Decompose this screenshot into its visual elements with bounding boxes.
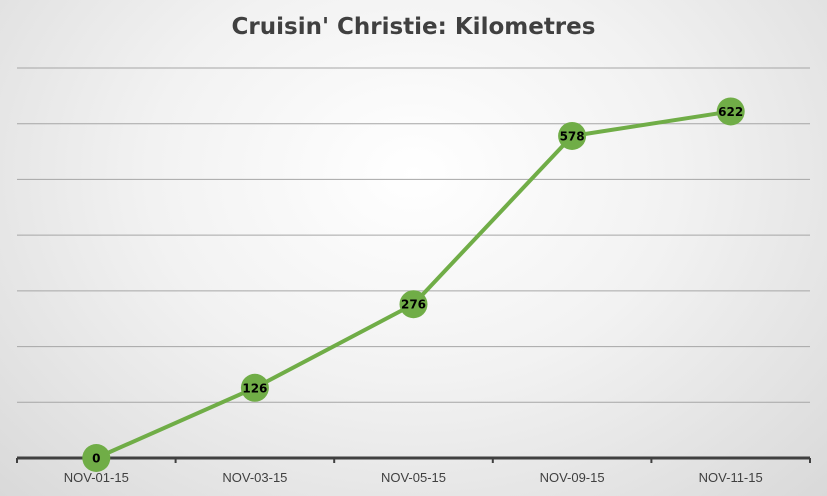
data-point [240, 373, 269, 402]
data-label: 578 [560, 129, 585, 143]
chart-title: Cruisin' Christie: Kilometres [231, 14, 596, 40]
x-tick-label: NOV-01-15 [64, 470, 129, 485]
x-tick-label: NOV-05-15 [381, 470, 446, 485]
data-point [82, 444, 111, 472]
data-label: 276 [401, 298, 426, 312]
series-line [95, 109, 732, 460]
x-tick-label: NOV-03-15 [222, 470, 287, 485]
x-tick-label: NOV-11-15 [699, 470, 763, 485]
data-point [399, 290, 428, 319]
data-label: 622 [718, 105, 743, 119]
x-tick-label: NOV-09-15 [540, 470, 605, 485]
data-point [716, 97, 745, 126]
data-point [558, 121, 587, 150]
data-label: 126 [242, 381, 267, 395]
data-label: 0 [92, 452, 100, 466]
